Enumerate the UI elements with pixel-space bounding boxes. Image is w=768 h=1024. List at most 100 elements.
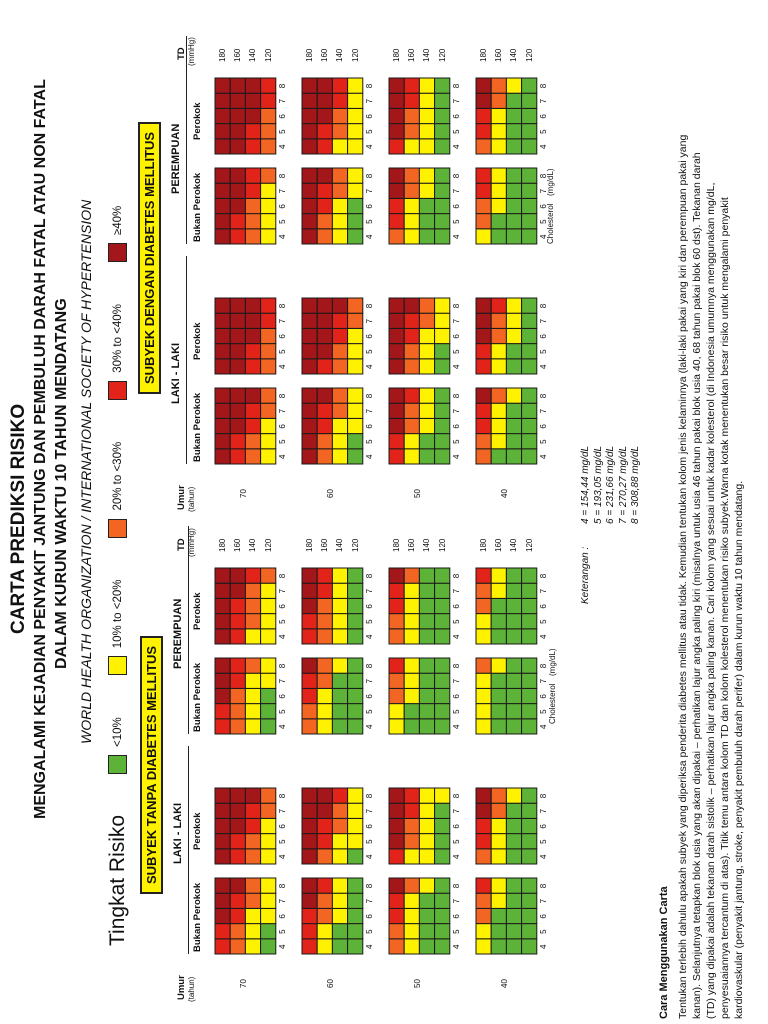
risk-cell (418, 907, 436, 925)
risk-cell (490, 892, 507, 909)
risk-cell (260, 597, 277, 615)
risk-cell (418, 687, 436, 705)
risk-cell (475, 672, 492, 689)
risk-cell (490, 433, 507, 450)
risk-cell (490, 77, 507, 94)
risk-cell (490, 923, 507, 940)
risk-cell (301, 613, 318, 630)
risk-cell (260, 657, 277, 674)
risk-cell (229, 138, 246, 155)
risk-cell (301, 597, 318, 615)
risk-cell (316, 197, 333, 215)
risk-cell (403, 907, 420, 925)
risk-cell (434, 628, 451, 645)
risk-cell (260, 182, 277, 199)
risk-cell (388, 938, 405, 955)
risk-cell (521, 77, 538, 94)
risk-cell (388, 907, 405, 925)
risk-cell (347, 213, 364, 230)
risk-cell (331, 327, 349, 345)
risk-cell (244, 567, 262, 584)
risk-cell (260, 848, 277, 865)
risk-cell (347, 448, 364, 465)
risk-cell (388, 417, 405, 435)
risk-panel (214, 657, 277, 735)
risk-cell (388, 327, 405, 345)
risk-cell (521, 672, 538, 689)
risk-cell (388, 107, 405, 125)
risk-cell (505, 628, 523, 645)
risk-cell (434, 228, 451, 245)
risk-cell (301, 77, 318, 94)
risk-cell (347, 597, 364, 615)
risk-cell (260, 358, 277, 375)
risk-cell (214, 312, 231, 329)
risk-cell (388, 848, 405, 865)
risk-cell (214, 327, 231, 345)
risk-cell (301, 358, 318, 375)
risk-cell (490, 343, 507, 360)
risk-cell (301, 877, 318, 894)
risk-cell (229, 582, 246, 599)
risk-panel (214, 567, 277, 645)
risk-cell (214, 877, 231, 894)
risk-cell (388, 77, 405, 94)
risk-cell (475, 892, 492, 909)
risk-cell (475, 718, 492, 735)
risk-cell (490, 817, 507, 835)
risk-cell (331, 787, 349, 804)
risk-cell (260, 327, 277, 345)
risk-cell (331, 123, 349, 140)
risk-cell (475, 327, 492, 345)
risk-panel (475, 877, 538, 955)
risk-cell (388, 197, 405, 215)
risk-panel (214, 877, 277, 955)
risk-cell (301, 417, 318, 435)
risk-cell (434, 597, 451, 615)
risk-cell (388, 923, 405, 940)
risk-cell (301, 343, 318, 360)
risk-cell (316, 848, 333, 865)
risk-cell (490, 107, 507, 125)
risk-cell (418, 613, 436, 630)
risk-cell (316, 77, 333, 94)
keterangan-line: 7 = 270,27 mg/dL (617, 445, 629, 524)
risk-cell (388, 213, 405, 230)
risk-cell (475, 138, 492, 155)
risk-cell (316, 613, 333, 630)
risk-cell (331, 197, 349, 215)
risk-cell (388, 343, 405, 360)
risk-cell (316, 582, 333, 599)
risk-cell (347, 817, 364, 835)
risk-cell (347, 567, 364, 584)
risk-cell (347, 833, 364, 850)
risk-cell (214, 787, 231, 804)
risk-panel (388, 387, 451, 465)
risk-cell (331, 877, 349, 894)
risk-cell (505, 687, 523, 705)
risk-cell (521, 923, 538, 940)
risk-cell (316, 92, 333, 109)
risk-cell (434, 687, 451, 705)
risk-panel (301, 787, 364, 865)
risk-cell (331, 687, 349, 705)
risk-cell (475, 123, 492, 140)
risk-cell (301, 92, 318, 109)
risk-cell (434, 77, 451, 94)
risk-cell (434, 107, 451, 125)
risk-cell (229, 402, 246, 419)
risk-cell (244, 123, 262, 140)
risk-cell (260, 877, 277, 894)
risk-cell (244, 787, 262, 804)
risk-cell (475, 802, 492, 819)
risk-cell (434, 923, 451, 940)
risk-cell (475, 597, 492, 615)
risk-cell (229, 703, 246, 720)
risk-cell (403, 582, 420, 599)
risk-cell (316, 628, 333, 645)
risk-cell (490, 613, 507, 630)
risk-cell (214, 938, 231, 955)
risk-cell (388, 358, 405, 375)
risk-cell (347, 138, 364, 155)
risk-cell (475, 92, 492, 109)
